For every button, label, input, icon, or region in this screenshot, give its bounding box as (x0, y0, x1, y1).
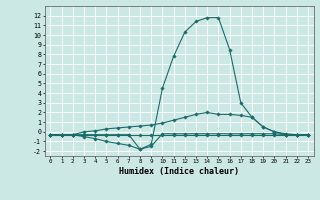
X-axis label: Humidex (Indice chaleur): Humidex (Indice chaleur) (119, 167, 239, 176)
